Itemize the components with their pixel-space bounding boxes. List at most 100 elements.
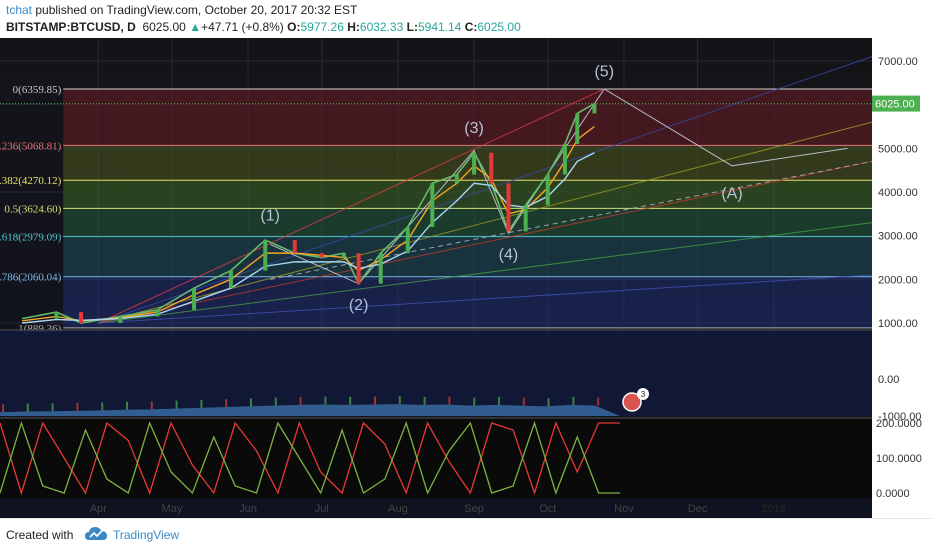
wave-label: (3) xyxy=(464,120,484,137)
wave-label: (1) xyxy=(260,207,280,224)
price-tick-label: 1000.00 xyxy=(878,318,918,330)
date-tick-label: Jul xyxy=(315,503,329,515)
volume-bar xyxy=(299,396,302,405)
fib-zone xyxy=(63,276,872,328)
price-series xyxy=(21,102,597,324)
last-price-badge xyxy=(872,95,920,112)
open-label: O: xyxy=(287,20,301,34)
volume-bar xyxy=(225,399,228,408)
low-value: 5941.14 xyxy=(417,20,462,34)
candle xyxy=(118,316,123,323)
candle xyxy=(54,312,59,319)
fib-zone xyxy=(63,208,872,237)
fib-label: 0.236(5068.81) xyxy=(0,140,62,152)
fibonacci-zones xyxy=(63,88,872,329)
candle xyxy=(454,174,459,184)
oscillator-tick-label: 0.0000 xyxy=(876,488,910,500)
volume-bar xyxy=(572,396,575,405)
volume-bar xyxy=(374,396,376,405)
tradingview-link[interactable]: TradingView xyxy=(113,528,180,542)
volume-bar xyxy=(597,397,600,406)
fan-line xyxy=(98,160,873,324)
author-link[interactable]: tchat xyxy=(6,3,33,17)
footer: Created with TradingView xyxy=(0,518,932,551)
open-value: 5977.26 xyxy=(300,20,344,34)
price-tick-label: 2000.00 xyxy=(878,274,918,286)
volume-bar xyxy=(547,398,550,407)
volume-bar xyxy=(473,397,476,406)
date-tick-label: Nov xyxy=(614,503,634,515)
candle xyxy=(545,174,550,206)
volume-bar xyxy=(398,396,401,405)
volume-tick-label: -1000.00 xyxy=(878,411,921,423)
badge-bubble xyxy=(637,388,649,400)
fan-line xyxy=(98,88,605,324)
fib-label: 0.618(2979.09) xyxy=(0,232,62,244)
high-label: H: xyxy=(347,20,360,34)
candle xyxy=(263,240,268,271)
wave-label: (2) xyxy=(349,297,369,314)
fib-zone xyxy=(63,180,872,209)
volume-bar xyxy=(76,402,79,411)
volume-bar xyxy=(101,402,104,411)
badge-count: 3 xyxy=(641,390,646,399)
fib-zone xyxy=(63,145,872,181)
volume-bar xyxy=(250,398,252,407)
fan-line xyxy=(98,56,873,324)
axes: 7000.006000.005000.004000.003000.002000.… xyxy=(0,56,922,515)
fib-label: 0.382(4270.12) xyxy=(0,175,62,187)
volume-tick-label: 0.00 xyxy=(878,374,899,386)
chart-canvas[interactable]: 0(6359.85) 0.236(5068.81) 0.382(4270.12) 0.… xyxy=(0,38,932,518)
close-label: C: xyxy=(464,20,478,34)
oscillator-line-0 xyxy=(0,421,620,496)
volume-pane xyxy=(0,329,872,416)
chart-header: tchat published on TradingView.com, Octo… xyxy=(0,0,932,38)
volume-bar xyxy=(175,400,178,409)
created-with-label: Created with xyxy=(6,528,74,542)
volume-bar xyxy=(274,397,277,406)
fib-label: 0.5(3624.60) xyxy=(4,203,61,215)
price-tick-label: 4000.00 xyxy=(878,187,918,199)
volume-bar xyxy=(498,396,500,405)
fib-zone xyxy=(63,236,872,277)
candle xyxy=(341,253,346,258)
price-tick-label: 7000.00 xyxy=(878,56,918,68)
date-tick-label: Jun xyxy=(239,503,257,515)
fib-zone xyxy=(63,88,872,146)
volume-area xyxy=(0,404,620,416)
series-line-0 xyxy=(21,102,595,324)
last-price-label: 6025.00 xyxy=(875,99,915,111)
oscillator-line-1 xyxy=(0,420,620,496)
candle xyxy=(506,183,511,232)
date-tick-label: Dec xyxy=(688,503,708,515)
date-tick-label: Aug xyxy=(388,503,408,515)
series-line-2 xyxy=(22,152,595,324)
trend-lines xyxy=(98,56,873,324)
elliott-wave-labels: (1) (2) (3) (4) (5) (A) xyxy=(260,63,742,314)
candle xyxy=(292,240,297,254)
volume-bar xyxy=(522,397,525,406)
candle xyxy=(562,143,567,175)
oscillator-pane-bg xyxy=(0,418,872,498)
fib-label: 0(6359.85) xyxy=(13,84,62,96)
low-label: L: xyxy=(406,20,418,34)
price-tick-label: 5000.00 xyxy=(878,143,918,155)
volume-bar xyxy=(324,396,327,405)
volume-bar xyxy=(26,403,29,412)
candle xyxy=(378,253,383,284)
wave-label: (4) xyxy=(499,247,519,264)
candle xyxy=(155,309,160,317)
events-badge[interactable]: 3 xyxy=(622,388,649,412)
volume-bar xyxy=(150,401,153,410)
candle xyxy=(79,312,84,323)
symbol-line: BITSTAMP:BTCUSD, D 6025.00 ▲+47.71 (+0.8… xyxy=(6,20,521,34)
volume-bar xyxy=(51,403,54,412)
fan-line xyxy=(98,274,873,324)
publish-info: published on TradingView.com, October 20… xyxy=(35,3,358,17)
candle xyxy=(228,270,233,289)
price-change: +47.71 (+0.8%) xyxy=(201,20,284,34)
high-value: 6032.33 xyxy=(359,20,404,34)
candle xyxy=(472,152,477,175)
volume-bar xyxy=(126,401,128,410)
candle xyxy=(523,205,528,232)
